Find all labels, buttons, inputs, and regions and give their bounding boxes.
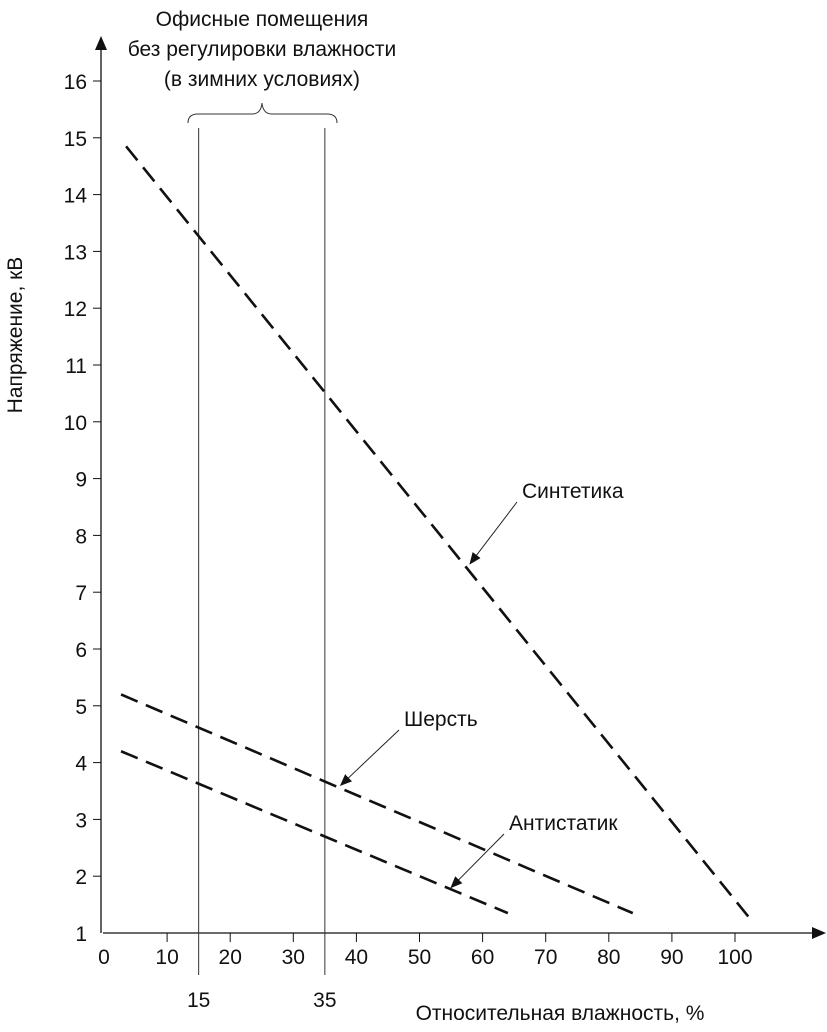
x-axis-arrow-icon — [812, 927, 826, 939]
y-tick-label: 5 — [75, 696, 87, 719]
y-tick-label: 16 — [64, 71, 87, 94]
annotations: Синтетика Шерсть Антистатик — [339, 480, 624, 889]
x-extra-tick-label: 35 — [313, 989, 336, 1012]
x-tick-label: 70 — [534, 946, 557, 969]
y-axis-label: Напряжение, кВ — [4, 257, 27, 414]
series-group — [120, 145, 752, 920]
y-tick-label: 13 — [64, 241, 87, 264]
y-tick-label: 8 — [75, 525, 87, 548]
x-tick-label: 30 — [282, 946, 305, 969]
x-tick-label: 80 — [597, 946, 620, 969]
series-line-Синтетика — [125, 145, 752, 920]
annotation-arrow — [339, 729, 400, 787]
x-tick-label: 90 — [660, 946, 683, 969]
reference-lines: 15 35 — [187, 128, 337, 1012]
y-tick-label: 1 — [75, 923, 87, 946]
chart-title: Офисные помещения без регулировки влажно… — [128, 8, 397, 91]
y-tick-label: 6 — [75, 639, 87, 662]
annotation-label: Шерсть — [404, 708, 478, 731]
y-tick-label: 2 — [75, 866, 87, 889]
x-axis-label: Относительная влажность, % — [416, 1002, 705, 1025]
y-tick-label: 12 — [64, 298, 87, 321]
x-extra-tick-label: 15 — [187, 989, 210, 1012]
title-line-1: Офисные помещения — [156, 8, 369, 31]
y-tick-label: 4 — [75, 753, 87, 776]
series-line-Антистатик — [120, 750, 509, 915]
x-tick-label: 50 — [408, 946, 431, 969]
series-line-Шерсть — [120, 693, 634, 915]
y-tick-label: 10 — [64, 412, 87, 435]
annotation-arrow — [450, 833, 505, 889]
title-line-3: (в зимних условиях) — [164, 68, 360, 91]
y-tick-label: 9 — [75, 469, 87, 492]
y-tick-label: 3 — [75, 809, 87, 832]
annotation-arrow — [469, 501, 518, 565]
x-tick-label: 0 — [98, 946, 110, 969]
x-tick-label: 40 — [345, 946, 368, 969]
x-tick-label: 10 — [155, 946, 178, 969]
annotation-label: Синтетика — [522, 480, 624, 503]
y-tick-label: 14 — [64, 185, 88, 208]
x-tick-label: 60 — [471, 946, 494, 969]
y-axis-arrow-icon — [95, 36, 107, 50]
y-tick-label: 15 — [64, 128, 87, 151]
annotation-label: Антистатик — [509, 812, 618, 835]
title-line-2: без регулировки влажности — [128, 38, 397, 61]
x-tick-label: 100 — [717, 946, 752, 969]
y-tick-label: 11 — [65, 355, 87, 378]
brace — [187, 102, 338, 124]
y-tick-label: 7 — [75, 582, 87, 605]
x-tick-label: 20 — [219, 946, 242, 969]
